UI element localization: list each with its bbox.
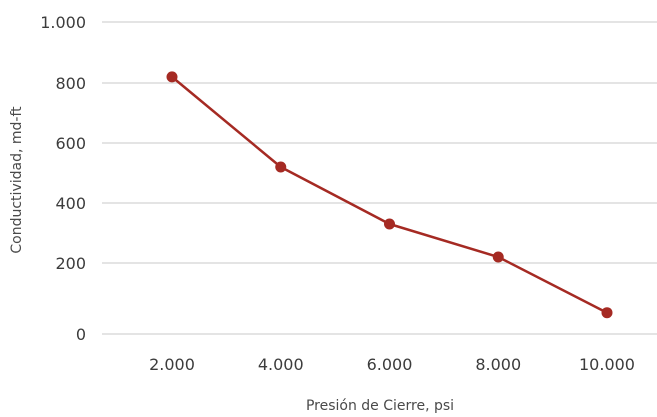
gridlines [102, 21, 657, 335]
y-tick-label: 800 [55, 74, 86, 93]
y-axis-label: Conductividad, md-ft [9, 106, 25, 254]
data-point [275, 161, 287, 173]
x-tick-label: 6.000 [367, 355, 413, 374]
data-point [384, 218, 395, 230]
series [166, 71, 613, 319]
data-point [601, 307, 613, 319]
data-point [166, 71, 178, 83]
y-tick-label: 600 [55, 134, 86, 153]
y-tick-label: 200 [55, 254, 86, 273]
x-axis-ticks: 2.000 4.000 6.000 8.000 10.000 [149, 355, 635, 374]
y-tick-label: 1.000 [40, 13, 86, 32]
series-line [171, 75, 608, 314]
y-axis-ticks: 0 200 400 600 800 1.000 [40, 13, 86, 344]
x-tick-label: 2.000 [149, 355, 195, 374]
y-tick-label: 0 [76, 325, 86, 344]
x-tick-label: 8.000 [475, 355, 521, 374]
y-tick-label: 400 [55, 194, 86, 213]
data-point [492, 251, 504, 263]
x-axis-label: Presión de Cierre, psi [306, 398, 454, 414]
x-tick-label: 4.000 [258, 355, 304, 374]
x-tick-label: 10.000 [579, 355, 635, 374]
